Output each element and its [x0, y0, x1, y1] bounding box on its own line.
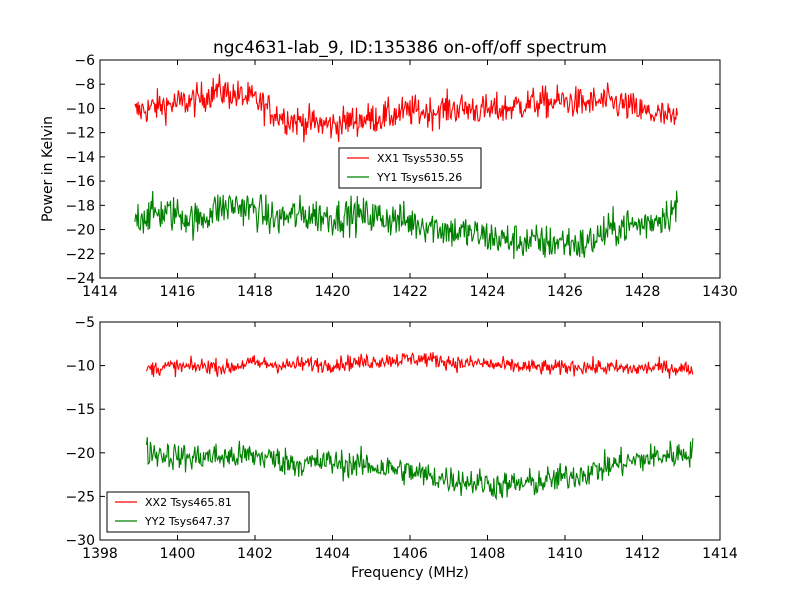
- y-tick-label: −30: [65, 533, 95, 549]
- x-tick-label: 1428: [625, 284, 661, 300]
- legend-label: YY1 Tsys615.26: [376, 171, 462, 184]
- x-tick-label: 1402: [237, 546, 273, 562]
- y-axis-label: Power in Kelvin: [40, 116, 56, 222]
- series-line-1: [145, 351, 694, 379]
- x-tick-label: 1420: [315, 284, 351, 300]
- series-line-1: [134, 73, 678, 143]
- x-tick-label: 1422: [392, 284, 428, 300]
- y-tick-label: −10: [65, 101, 95, 117]
- x-tick-label: 1414: [702, 546, 738, 562]
- y-tick-label: −14: [65, 150, 95, 166]
- x-tick-label: 1406: [392, 546, 428, 562]
- y-tick-label: −12: [65, 126, 95, 142]
- series-line-2: [134, 190, 678, 260]
- y-tick-label: −20: [65, 223, 95, 239]
- y-tick-label: −20: [65, 446, 95, 462]
- legend-box: [338, 147, 482, 189]
- y-tick-label: −8: [74, 77, 95, 93]
- x-tick-label: 1404: [315, 546, 351, 562]
- x-tick-label: 1412: [625, 546, 661, 562]
- x-tick-label: 1408: [470, 546, 506, 562]
- y-tick-label: −5: [74, 315, 95, 331]
- legend-label: XX1 Tsys530.55: [377, 152, 464, 165]
- x-tick-label: 1416: [160, 284, 196, 300]
- y-tick-label: −16: [65, 174, 95, 190]
- series-line-2: [145, 437, 694, 501]
- legend-label: XX2 Tsys465.81: [145, 496, 232, 509]
- y-tick-label: −25: [65, 489, 95, 505]
- y-tick-label: −6: [74, 53, 95, 69]
- y-tick-label: −15: [65, 402, 95, 418]
- x-tick-label: 1400: [160, 546, 196, 562]
- chart-title: ngc4631-lab_9, ID:135386 on-off/off spec…: [213, 38, 607, 58]
- x-tick-label: 1430: [702, 284, 738, 300]
- y-tick-label: −10: [65, 359, 95, 375]
- legend-box: [106, 491, 250, 533]
- y-tick-label: −18: [65, 198, 95, 214]
- x-tick-label: 1414: [82, 284, 118, 300]
- x-tick-label: 1426: [547, 284, 583, 300]
- y-tick-label: −22: [65, 247, 95, 263]
- x-axis-label: Frequency (MHz): [351, 565, 469, 581]
- x-tick-label: 1424: [470, 284, 506, 300]
- top-panel: 1414 1416 1418 1420 1422 1424 1426 1428 1430 −24 −…: [65, 53, 737, 300]
- bottom-panel: 1398 1400 1402 1404 1406 1408 1410 1412 1414 −30 −…: [65, 315, 737, 562]
- legend-label: YY2 Tsys647.37: [144, 515, 230, 528]
- x-tick-label: 1418: [237, 284, 273, 300]
- y-tick-label: −24: [65, 271, 95, 287]
- legend: XX1 Tsys530.55 YY1 Tsys615.26: [338, 147, 482, 189]
- x-tick-label: 1410: [547, 546, 583, 562]
- legend: XX2 Tsys465.81 YY2 Tsys647.37: [106, 491, 250, 533]
- x-tick-label: 1398: [82, 546, 118, 562]
